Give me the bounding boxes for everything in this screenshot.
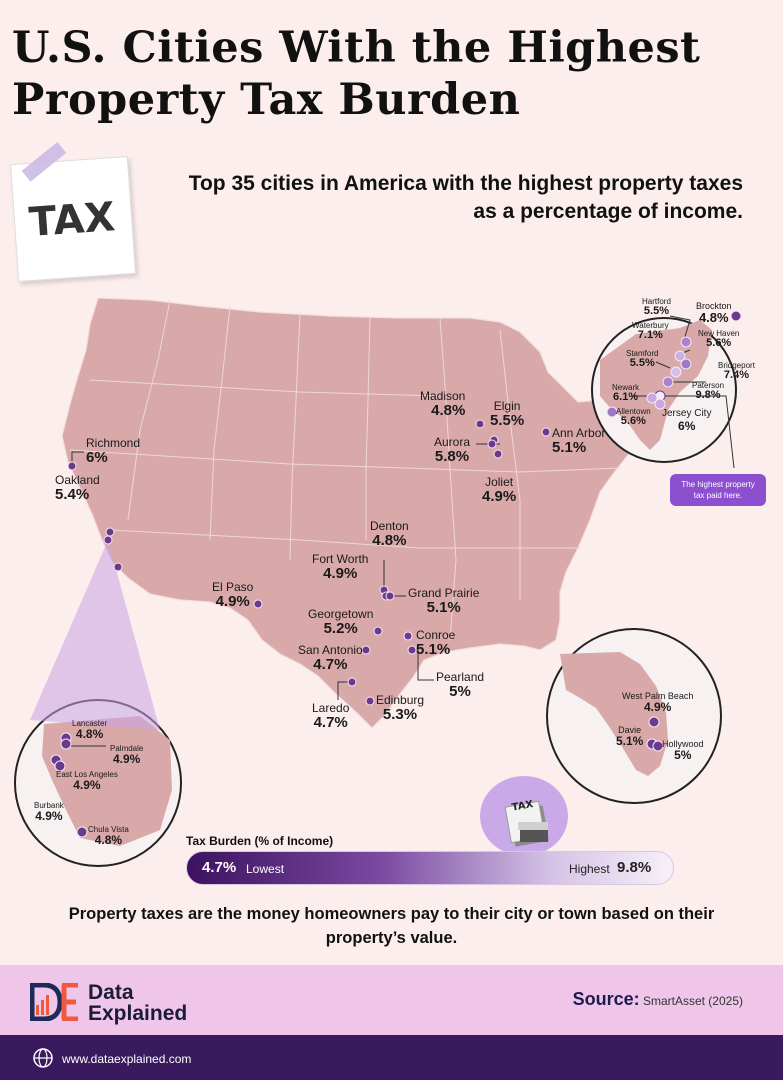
dot-west-palm-beach[interactable] xyxy=(648,716,660,728)
label-newark: Newark 6.1% xyxy=(612,383,640,404)
dot-waterbury[interactable] xyxy=(674,350,686,362)
northeast-dots xyxy=(606,310,742,418)
label-waterbury: Waterbury 7.1% xyxy=(632,321,669,342)
label-bridgeport: Bridgeport 7.4% xyxy=(718,361,755,382)
dot-georgetown[interactable] xyxy=(373,626,383,636)
label-georgetown: Georgetown 5.2% xyxy=(308,607,374,637)
florida-dots xyxy=(646,716,664,752)
label-jersey-city: Jersey City 6% xyxy=(662,408,712,433)
subtitle: Top 35 cities in America with the highes… xyxy=(188,172,743,223)
dot-new-haven[interactable] xyxy=(680,358,692,370)
socal-inset-shape xyxy=(42,716,172,846)
label-burbank: Burbank 4.9% xyxy=(34,801,64,824)
label-hollywood: Hollywood 5% xyxy=(662,739,704,763)
dot-la-area[interactable] xyxy=(103,535,113,545)
title-line-2: Property Tax Burden xyxy=(12,75,521,125)
label-pearland: Pearland 5% xyxy=(436,670,485,700)
label-hartford: Hartford 5.5% xyxy=(642,297,671,318)
label-new-haven: New Haven 5.6% xyxy=(698,329,740,350)
label-elgin: Elgin 5.5% xyxy=(490,399,525,429)
dot-grand-prairie[interactable] xyxy=(385,591,395,601)
dot-aurora[interactable] xyxy=(487,439,497,449)
label-chula-vista: Chula Vista 4.8% xyxy=(88,825,129,848)
dot-stamford[interactable] xyxy=(662,376,674,388)
label-fort-worth: Fort Worth 4.9% xyxy=(312,552,369,582)
footnote: Property taxes are the money homeowners … xyxy=(68,905,715,947)
dot-richmond[interactable] xyxy=(67,461,77,471)
dot-ann-arbor[interactable] xyxy=(541,427,551,437)
footer xyxy=(0,965,783,1035)
label-richmond: Richmond 6% xyxy=(86,436,141,466)
title-line-1: U.S. Cities With the Highest xyxy=(12,23,701,73)
dot-oakland[interactable] xyxy=(105,527,115,537)
us-mainland-shape xyxy=(61,297,701,729)
source-credit: Source: SmartAsset (2025) xyxy=(572,989,743,1009)
label-davie: Davie 5.1% xyxy=(616,725,644,749)
website-link[interactable]: www.dataexplained.com xyxy=(62,1052,192,1066)
dot-jersey-city[interactable] xyxy=(654,398,666,410)
dot-chula-vista-map[interactable] xyxy=(113,562,123,572)
dot-madison[interactable] xyxy=(475,419,485,429)
label-conroe: Conroe 5.1% xyxy=(416,628,456,658)
label-el-paso: El Paso 4.9% xyxy=(212,580,254,610)
dot-joliet[interactable] xyxy=(493,449,503,459)
dot-hollywood[interactable] xyxy=(652,740,664,752)
tax-document-icon: TAX xyxy=(504,799,549,847)
highest-tax-callout: The highest property tax paid here. xyxy=(670,474,766,506)
label-laredo: Laredo 4.7% xyxy=(312,701,350,731)
legend-low-label: Lowest xyxy=(246,862,285,876)
label-west-palm-beach: West Palm Beach 4.9% xyxy=(622,691,694,715)
dot-newark[interactable] xyxy=(646,392,658,404)
dot-bridgeport[interactable] xyxy=(670,366,682,378)
dot-hartford[interactable] xyxy=(680,336,692,348)
dot-el-paso[interactable] xyxy=(253,599,263,609)
legend-gradient-bar xyxy=(186,851,674,885)
state-borders xyxy=(69,299,621,641)
dot-allentown[interactable] xyxy=(606,406,618,418)
dot-pearland[interactable] xyxy=(407,645,417,655)
label-grand-prairie: Grand Prairie 5.1% xyxy=(408,586,480,616)
brand-name: Data Explained xyxy=(88,981,188,1025)
label-stamford: Stamford 5.5% xyxy=(626,349,659,370)
dot-brockton[interactable] xyxy=(730,310,742,322)
socal-dots xyxy=(50,732,88,838)
page-title: U.S. Cities With the Highest Property Ta… xyxy=(12,22,782,126)
dot-burbank[interactable] xyxy=(54,760,66,772)
label-joliet: Joliet 4.9% xyxy=(482,475,517,505)
label-palmdale: Palmdale 4.9% xyxy=(110,744,144,767)
label-edinburg: Edinburg 5.3% xyxy=(376,693,425,723)
label-lancaster: Lancaster 4.8% xyxy=(72,719,108,742)
label-aurora: Aurora 5.8% xyxy=(434,435,471,465)
globe-icon xyxy=(33,1048,53,1068)
dot-conroe[interactable] xyxy=(403,631,413,641)
dot-laredo[interactable] xyxy=(347,677,357,687)
svg-text:TAX: TAX xyxy=(511,799,534,814)
label-ann-arbor: Ann Arbor 5.1% xyxy=(552,426,606,456)
dot-palmdale[interactable] xyxy=(60,738,72,750)
dot-san-antonio[interactable] xyxy=(361,645,371,655)
data-explained-logo-icon xyxy=(30,983,78,1021)
label-san-antonio: San Antonio 4.7% xyxy=(298,643,363,673)
label-paterson: Paterson 9.8% xyxy=(692,381,725,402)
label-east-los-angeles: East Los Angeles 4.9% xyxy=(56,770,118,793)
legend-low-value: 4.7% xyxy=(202,859,237,876)
label-oakland: Oakland 5.4% xyxy=(55,473,100,503)
bottom-bar xyxy=(0,1035,783,1080)
label-madison: Madison 4.8% xyxy=(420,389,466,419)
legend-high-label: Highest xyxy=(569,862,610,876)
legend-title: Tax Burden (% of Income) xyxy=(186,834,334,848)
socal-inset-connector xyxy=(30,540,160,730)
label-brockton: Brockton 4.8% xyxy=(696,301,732,326)
dot-chula-vista[interactable] xyxy=(76,826,88,838)
city-dots xyxy=(67,419,551,706)
label-allentown: Allentown 5.6% xyxy=(616,407,651,428)
legend-high-value: 9.8% xyxy=(617,859,652,876)
florida-inset-shape xyxy=(560,652,668,776)
label-denton: Denton 4.8% xyxy=(370,519,409,549)
dot-edinburg[interactable] xyxy=(365,696,375,706)
